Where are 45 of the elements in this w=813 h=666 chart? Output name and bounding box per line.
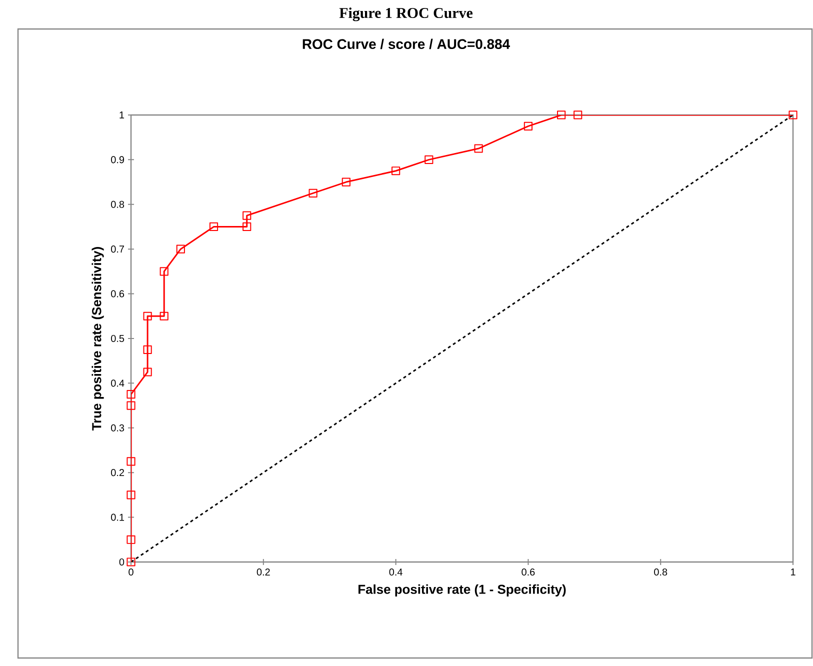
point (474, 144, 483, 153)
caption: Figure 1 ROC Curve (339, 8, 473, 22)
y-tick-label: 0 (119, 558, 124, 566)
y-tick-label: 0.6 (111, 290, 124, 298)
point (392, 166, 400, 176)
point (574, 110, 582, 120)
point (143, 312, 152, 320)
point (557, 110, 566, 120)
point (126, 401, 136, 410)
y-tick-label: 0.4 (111, 380, 124, 387)
x-axis-title: False positive rate (1 - Specificity) (358, 584, 566, 596)
y-tick-label: 1 (120, 112, 124, 118)
point (160, 267, 168, 276)
point (308, 188, 318, 198)
point (126, 490, 136, 500)
point (126, 535, 136, 544)
point (143, 345, 152, 354)
y-tick-label: 0.9 (111, 156, 124, 164)
x-tick-label: 0.8 (654, 568, 668, 576)
x-tick-label: 1 (791, 568, 796, 576)
point (160, 312, 168, 320)
point (424, 155, 434, 164)
point (143, 368, 152, 376)
point (176, 244, 185, 254)
point (788, 110, 798, 120)
y-axis-title: True positive rate (Sensitivity) (92, 247, 104, 430)
y-tick-label: 0.1 (111, 514, 124, 521)
point (126, 558, 136, 566)
x-tick-label: 0.2 (256, 568, 270, 576)
point (342, 178, 350, 186)
point (126, 457, 136, 466)
x-tick-label: 0.4 (389, 568, 402, 576)
y-tick-label: 0.8 (111, 200, 124, 208)
point (242, 211, 252, 220)
y-tick-label: 0.7 (111, 246, 124, 253)
point (209, 222, 218, 232)
y-tick-label: 0.3 (111, 424, 124, 432)
point (242, 222, 252, 232)
point (126, 390, 136, 399)
point (524, 122, 533, 130)
y-tick-label: 0.5 (111, 334, 124, 342)
chart-title: ROC Curve / score / AUC=0.884 (302, 38, 510, 50)
x-tick-label: 0.6 (522, 568, 535, 576)
y-tick-label: 0.2 (111, 469, 124, 476)
x-tick-label: 0 (128, 568, 134, 576)
